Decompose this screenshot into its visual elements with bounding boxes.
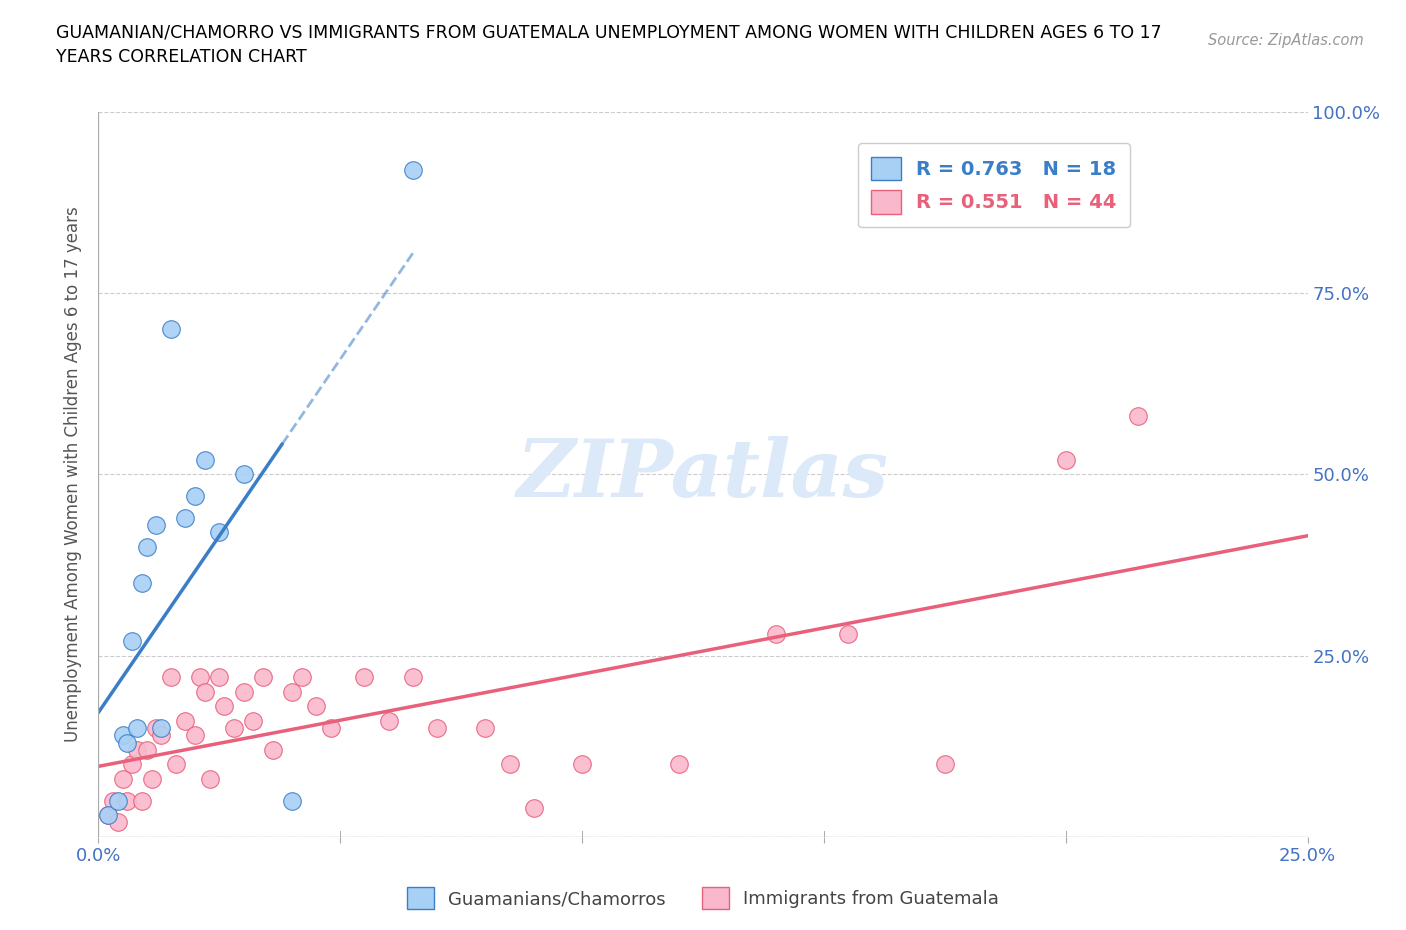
Point [232, 684, 254, 699]
Point [252, 670, 274, 684]
Point [121, 633, 143, 648]
Point [377, 713, 399, 728]
Point [107, 793, 129, 808]
Point [101, 793, 124, 808]
Point [117, 793, 139, 808]
Point [353, 670, 375, 684]
Point [1054, 452, 1077, 467]
Point [188, 670, 211, 684]
Point [474, 721, 496, 736]
Point [117, 736, 139, 751]
Text: ZIPatlas: ZIPatlas [517, 435, 889, 513]
Text: Source: ZipAtlas.com: Source: ZipAtlas.com [1208, 33, 1364, 47]
Point [111, 772, 134, 787]
Point [160, 322, 183, 337]
Y-axis label: Unemployment Among Women with Children Ages 6 to 17 years: Unemployment Among Women with Children A… [65, 206, 83, 742]
Point [765, 627, 787, 642]
Legend: Guamanians/Chamorros, Immigrants from Guatemala: Guamanians/Chamorros, Immigrants from Gu… [399, 880, 1007, 916]
Point [150, 721, 173, 736]
Point [131, 793, 153, 808]
Point [135, 539, 157, 554]
Point [127, 721, 149, 736]
Point [97, 808, 120, 823]
Point [212, 699, 235, 714]
Text: GUAMANIAN/CHAMORRO VS IMMIGRANTS FROM GUATEMALA UNEMPLOYMENT AMONG WOMEN WITH CH: GUAMANIAN/CHAMORRO VS IMMIGRANTS FROM GU… [56, 23, 1161, 41]
Point [402, 670, 425, 684]
Point [571, 757, 593, 772]
Text: YEARS CORRELATION CHART: YEARS CORRELATION CHART [56, 48, 307, 66]
Point [281, 793, 304, 808]
Point [165, 757, 187, 772]
Point [174, 713, 197, 728]
Point [319, 721, 342, 736]
Point [150, 728, 173, 743]
Point [281, 684, 304, 699]
Point [242, 713, 264, 728]
Point [208, 525, 231, 539]
Point [934, 757, 956, 772]
Point [184, 488, 207, 503]
Point [160, 670, 183, 684]
Point [131, 576, 153, 591]
Point [194, 684, 217, 699]
Point [222, 721, 245, 736]
Point [523, 801, 546, 816]
Point [498, 757, 520, 772]
Point [111, 728, 134, 743]
Point [194, 452, 217, 467]
Point [135, 742, 157, 757]
Point [141, 772, 163, 787]
Point [97, 808, 120, 823]
Point [184, 728, 207, 743]
Point [668, 757, 690, 772]
Point [262, 742, 284, 757]
Point [198, 772, 221, 787]
Point [121, 757, 143, 772]
Point [305, 699, 328, 714]
Point [107, 815, 129, 830]
Point [402, 162, 425, 177]
Point [837, 627, 859, 642]
Point [232, 467, 254, 482]
Point [208, 670, 231, 684]
Point [290, 670, 312, 684]
Point [1128, 409, 1150, 424]
Point [127, 742, 149, 757]
Point [145, 721, 167, 736]
Legend: R = 0.763   N = 18, R = 0.551   N = 44: R = 0.763 N = 18, R = 0.551 N = 44 [858, 143, 1130, 228]
Point [174, 511, 197, 525]
Point [426, 721, 449, 736]
Point [145, 518, 167, 533]
